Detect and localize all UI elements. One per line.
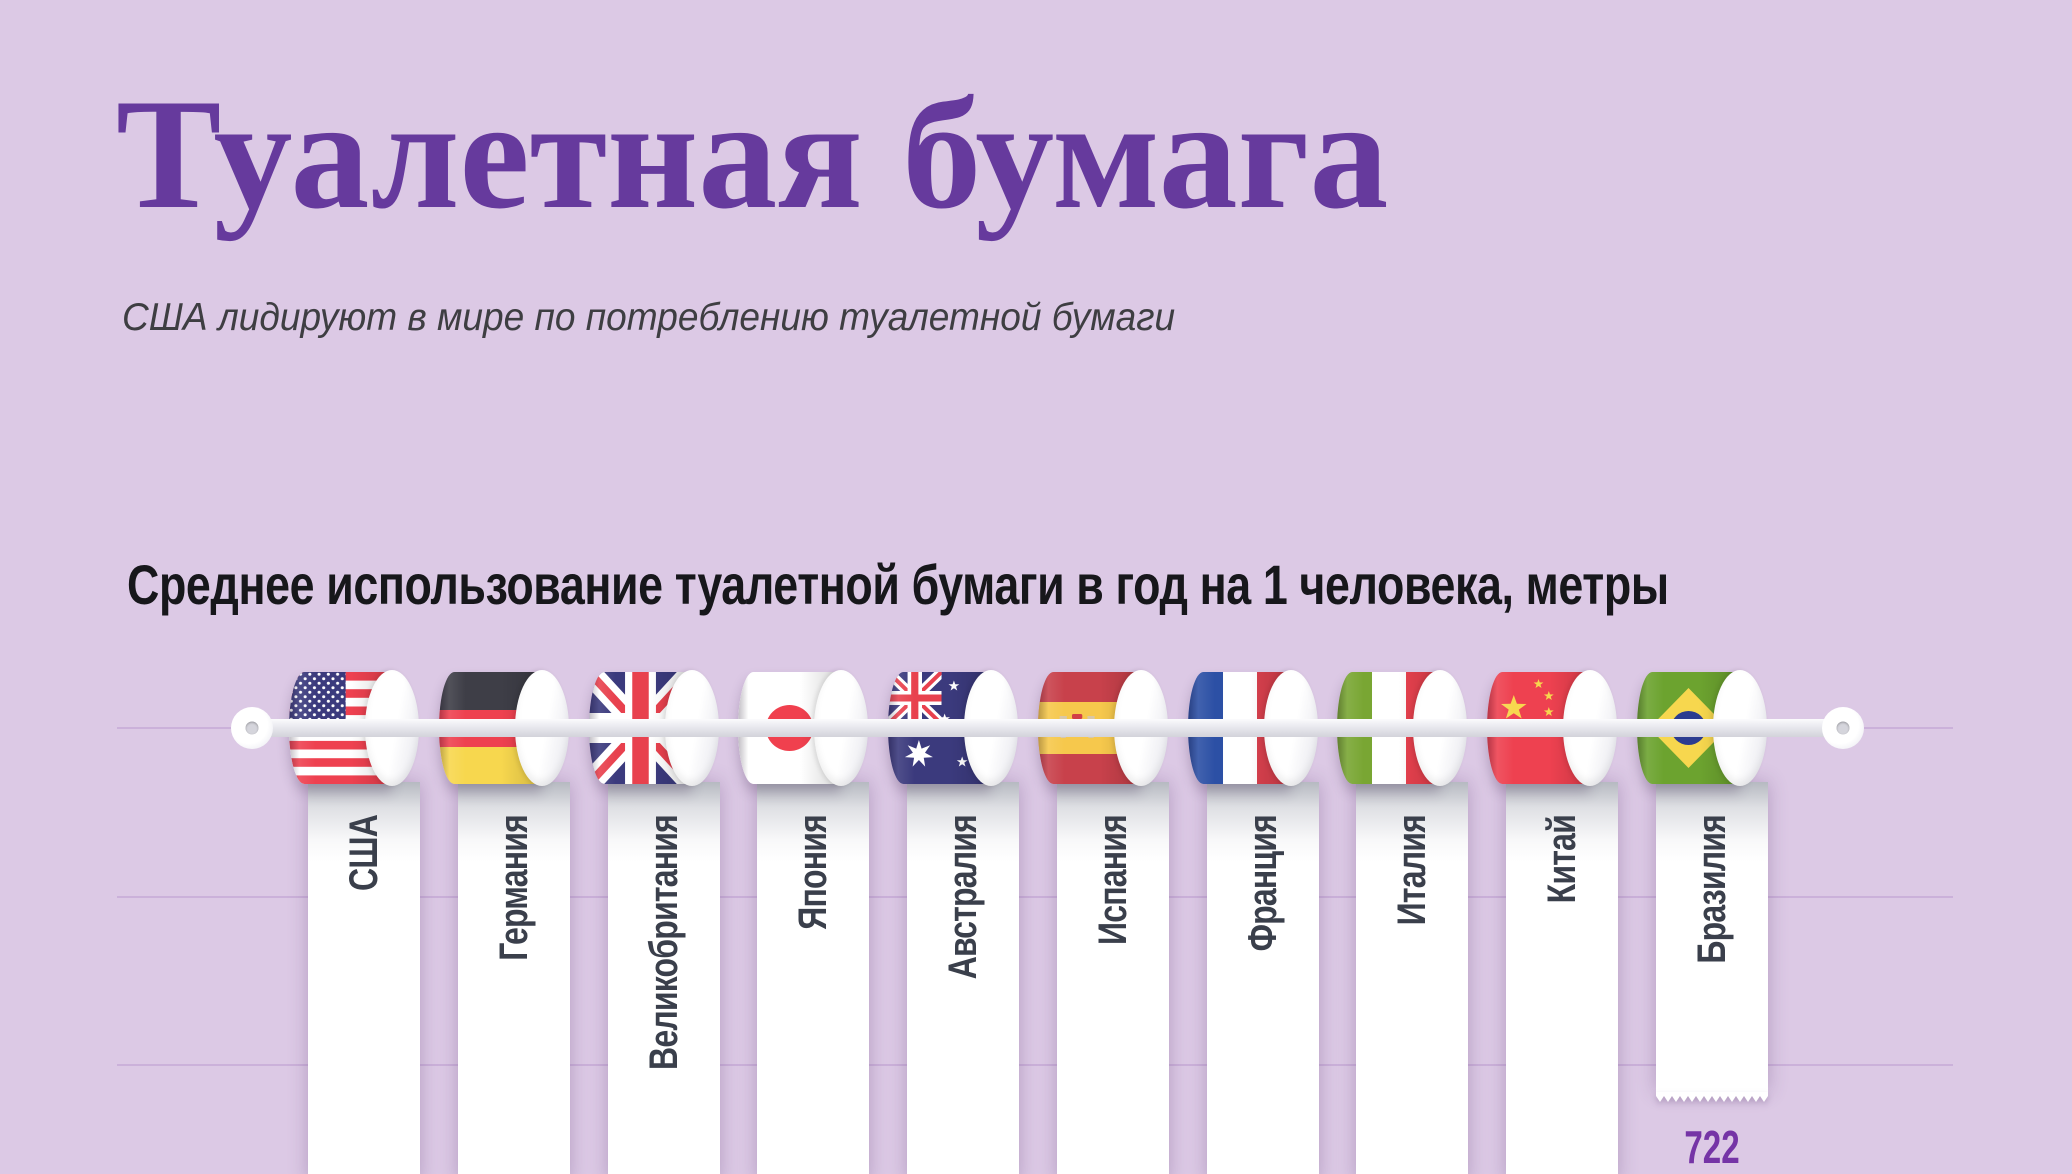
paper-strip: Бразилия 722 bbox=[1656, 782, 1769, 1173]
paper-strip: Австралия bbox=[907, 782, 1020, 1174]
paper-strip: Испания bbox=[1056, 782, 1169, 1174]
torn-edge-icon bbox=[1656, 1092, 1769, 1102]
paper-strip: Япония bbox=[757, 782, 870, 1174]
country-label: Франция bbox=[1240, 815, 1285, 952]
paper-strip: Китай bbox=[1506, 782, 1619, 1174]
country-column-france: Франция bbox=[1187, 0, 1338, 1174]
gridline bbox=[117, 1064, 1953, 1066]
paper-strip: США bbox=[308, 782, 420, 1174]
rod-end-cap-left bbox=[231, 707, 273, 749]
country-label: Германия bbox=[491, 815, 536, 961]
country-column-spain: Испания bbox=[1037, 0, 1188, 1174]
roll-holder-rod bbox=[240, 719, 1850, 737]
country-column-brazil: Бразилия 722 bbox=[1637, 0, 1787, 1174]
country-label: Бразилия bbox=[1690, 815, 1735, 964]
country-column-germany: Германия bbox=[438, 0, 589, 1174]
country-label: США bbox=[342, 815, 386, 891]
paper-strip: Италия bbox=[1356, 782, 1469, 1174]
country-column-italy: Италия bbox=[1337, 0, 1487, 1174]
country-column-australia: Австралия bbox=[888, 0, 1038, 1174]
country-label: Испания bbox=[1090, 815, 1135, 945]
country-column-uk: Великобритания bbox=[588, 0, 739, 1174]
paper-strip: Великобритания bbox=[607, 782, 720, 1174]
page-subtitle: США лидируют в мире по потреблению туале… bbox=[122, 296, 1176, 339]
country-column-japan: Япония bbox=[738, 0, 888, 1174]
paper-strip: Германия bbox=[457, 782, 570, 1174]
chart-title: Среднее использование туалетной бумаги в… bbox=[127, 553, 1669, 616]
country-label: Австралия bbox=[941, 815, 986, 980]
country-label: Япония bbox=[791, 815, 836, 930]
country-label: Китай bbox=[1540, 815, 1585, 904]
rod-hole-icon bbox=[1836, 721, 1850, 735]
country-label: Великобритания bbox=[641, 815, 686, 1070]
page-title: Туалетная бумага bbox=[116, 67, 1389, 242]
country-label: Италия bbox=[1390, 815, 1435, 926]
country-column-usa: США bbox=[289, 0, 439, 1174]
paper-strip: Франция bbox=[1206, 782, 1319, 1174]
country-column-china: Китай bbox=[1487, 0, 1637, 1174]
rod-end-cap-right bbox=[1822, 707, 1864, 749]
value-label: 722 bbox=[1684, 1121, 1740, 1173]
gridline bbox=[117, 896, 1953, 898]
rod-hole-icon bbox=[245, 721, 259, 735]
